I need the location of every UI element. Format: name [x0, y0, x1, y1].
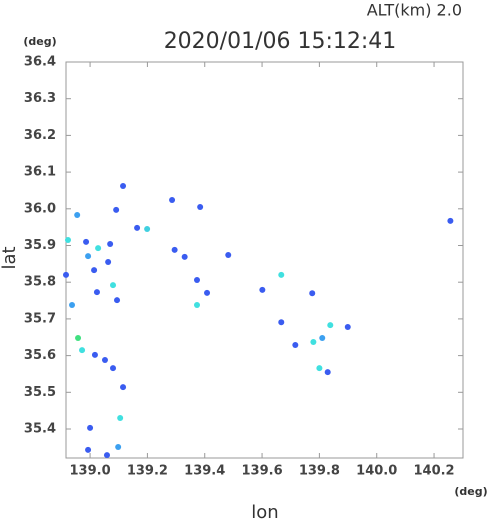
plot-frame	[65, 61, 464, 459]
x-tick-label: 139.6	[242, 464, 283, 479]
echo-point	[93, 289, 100, 296]
x-tick-label: 139.4	[184, 464, 225, 479]
y-tick-label: 35.7	[24, 311, 56, 326]
echo-point	[91, 267, 98, 274]
echo-point	[225, 252, 232, 259]
echo-point	[327, 322, 334, 329]
x-unit: (deg)	[454, 485, 487, 498]
y-tick-label: 36.4	[24, 55, 56, 70]
echo-point	[316, 365, 323, 372]
echo-point	[63, 271, 69, 278]
y-tick-label: 35.8	[24, 275, 56, 290]
y-tick-label: 36.1	[24, 165, 56, 180]
echo-point	[181, 253, 188, 260]
echo-point	[197, 203, 204, 210]
chart-title: 2020/01/06 15:12:41	[164, 29, 397, 54]
y-tick-label: 35.5	[24, 385, 56, 400]
y-tick-label: 36.3	[24, 91, 56, 106]
y-tick-label: 35.6	[24, 348, 56, 363]
echo-point	[171, 246, 178, 253]
echo-point	[193, 277, 200, 284]
echo-point	[69, 301, 76, 308]
y-unit: (deg)	[23, 35, 56, 48]
echo-point	[117, 414, 124, 421]
echo-point	[292, 341, 299, 348]
x-tick-label: 139.8	[299, 464, 340, 479]
y-tick-label: 36.0	[24, 201, 56, 216]
x-tick-label: 139.2	[127, 464, 168, 479]
echo-point	[79, 347, 86, 354]
echo-point	[193, 301, 200, 308]
echo-point	[169, 196, 176, 203]
x-tick-label: 140.2	[413, 464, 454, 479]
echo-point	[101, 357, 108, 364]
y-tick-label: 35.9	[24, 238, 56, 253]
echo-point	[95, 245, 102, 252]
echo-point	[113, 206, 120, 213]
echo-point	[75, 334, 82, 341]
echo-point	[120, 183, 127, 190]
echo-point	[105, 259, 112, 266]
echo-point	[103, 452, 110, 459]
echo-point	[319, 334, 326, 341]
echo-point	[310, 339, 317, 346]
echo-point	[87, 424, 94, 431]
echo-point	[134, 224, 141, 231]
echo-point	[83, 238, 90, 245]
echo-point	[74, 212, 81, 219]
echo-point	[324, 369, 331, 376]
x-tick-label: 140.0	[356, 464, 397, 479]
echo-point	[204, 289, 211, 296]
echo-point	[144, 225, 151, 232]
y-tick-label: 35.4	[24, 422, 56, 437]
echo-point	[114, 297, 121, 304]
x-axis-label: lon	[251, 502, 278, 521]
echo-point	[278, 319, 285, 326]
x-tick-label: 139.0	[70, 464, 111, 479]
echo-point	[85, 253, 92, 260]
echo-point	[91, 351, 98, 358]
echo-point	[278, 271, 285, 278]
y-axis-label: lat	[0, 246, 20, 269]
echo-point	[110, 365, 117, 372]
altitude-label: ALT(km) 2.0	[367, 1, 462, 20]
echo-point	[120, 384, 127, 391]
echo-point	[309, 290, 316, 297]
echo-point	[107, 241, 114, 248]
echo-point	[110, 282, 117, 289]
echo-point	[447, 217, 454, 224]
echo-point	[259, 286, 266, 293]
y-tick-label: 36.2	[24, 128, 56, 143]
echo-point	[344, 323, 351, 330]
echo-point	[85, 446, 92, 453]
echo-point	[115, 443, 122, 450]
echo-point	[65, 236, 72, 243]
